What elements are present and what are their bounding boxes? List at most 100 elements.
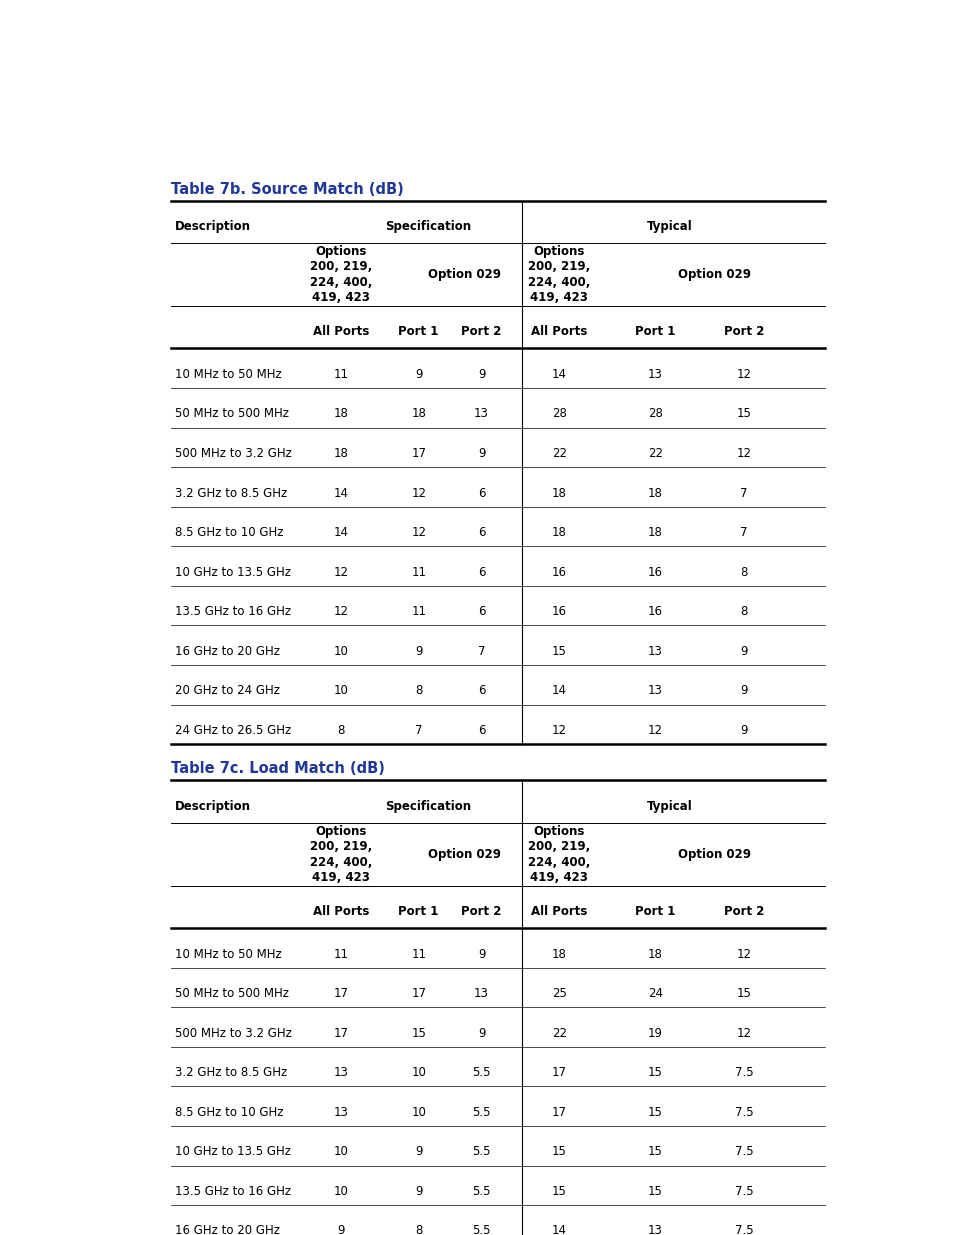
Text: 13: 13 xyxy=(334,1105,348,1119)
Text: 11: 11 xyxy=(334,947,348,961)
Text: 28: 28 xyxy=(551,408,566,420)
Text: 18: 18 xyxy=(647,947,662,961)
Text: 16: 16 xyxy=(551,605,566,619)
Text: 10 GHz to 13.5 GHz: 10 GHz to 13.5 GHz xyxy=(174,1145,291,1158)
Text: Option 029: Option 029 xyxy=(678,847,750,861)
Text: 8.5 GHz to 10 GHz: 8.5 GHz to 10 GHz xyxy=(174,526,283,538)
Text: 15: 15 xyxy=(551,645,566,658)
Text: 18: 18 xyxy=(551,947,566,961)
Text: 7: 7 xyxy=(477,645,485,658)
Text: 500 MHz to 3.2 GHz: 500 MHz to 3.2 GHz xyxy=(174,1026,292,1040)
Text: 9: 9 xyxy=(477,368,485,380)
Text: Description: Description xyxy=(174,220,251,233)
Text: 7.5: 7.5 xyxy=(734,1184,753,1198)
Text: 16: 16 xyxy=(647,605,662,619)
Text: Options
200, 219,
224, 400,
419, 423: Options 200, 219, 224, 400, 419, 423 xyxy=(310,245,372,304)
Text: 15: 15 xyxy=(647,1066,662,1079)
Text: 15: 15 xyxy=(736,408,751,420)
Text: 10: 10 xyxy=(334,1184,348,1198)
Text: Options
200, 219,
224, 400,
419, 423: Options 200, 219, 224, 400, 419, 423 xyxy=(310,825,372,884)
Text: 50 MHz to 500 MHz: 50 MHz to 500 MHz xyxy=(174,408,289,420)
Text: 7: 7 xyxy=(415,724,422,737)
Text: 7.5: 7.5 xyxy=(734,1066,753,1079)
Text: 10: 10 xyxy=(411,1066,426,1079)
Text: Port 1: Port 1 xyxy=(635,325,675,338)
Text: Options
200, 219,
224, 400,
419, 423: Options 200, 219, 224, 400, 419, 423 xyxy=(527,245,590,304)
Text: 5.5: 5.5 xyxy=(472,1184,490,1198)
Text: 12: 12 xyxy=(411,526,426,538)
Text: 13: 13 xyxy=(474,987,489,1000)
Text: 9: 9 xyxy=(740,684,747,698)
Text: 18: 18 xyxy=(334,408,348,420)
Text: 3.2 GHz to 8.5 GHz: 3.2 GHz to 8.5 GHz xyxy=(174,487,287,499)
Text: 13: 13 xyxy=(647,645,662,658)
Text: 12: 12 xyxy=(736,447,751,459)
Text: 12: 12 xyxy=(334,605,348,619)
Text: 13: 13 xyxy=(647,368,662,380)
Text: 15: 15 xyxy=(551,1145,566,1158)
Text: 12: 12 xyxy=(411,487,426,499)
Text: Option 029: Option 029 xyxy=(678,268,750,282)
Text: 6: 6 xyxy=(477,605,485,619)
Text: Option 029: Option 029 xyxy=(428,268,501,282)
Text: 14: 14 xyxy=(551,1224,566,1235)
Text: 18: 18 xyxy=(334,447,348,459)
Text: 16 GHz to 20 GHz: 16 GHz to 20 GHz xyxy=(174,645,279,658)
Text: 17: 17 xyxy=(411,447,426,459)
Text: 10 GHz to 13.5 GHz: 10 GHz to 13.5 GHz xyxy=(174,566,291,579)
Text: 9: 9 xyxy=(477,947,485,961)
Text: All Ports: All Ports xyxy=(531,325,587,338)
Text: 22: 22 xyxy=(551,447,566,459)
Text: Typical: Typical xyxy=(646,220,692,233)
Text: 14: 14 xyxy=(551,684,566,698)
Text: 9: 9 xyxy=(415,368,422,380)
Text: 18: 18 xyxy=(551,526,566,538)
Text: 15: 15 xyxy=(551,1184,566,1198)
Text: 17: 17 xyxy=(411,987,426,1000)
Text: 11: 11 xyxy=(334,368,348,380)
Text: 16: 16 xyxy=(647,566,662,579)
Text: 500 MHz to 3.2 GHz: 500 MHz to 3.2 GHz xyxy=(174,447,292,459)
Text: 3.2 GHz to 8.5 GHz: 3.2 GHz to 8.5 GHz xyxy=(174,1066,287,1079)
Text: 10: 10 xyxy=(411,1105,426,1119)
Text: 8: 8 xyxy=(337,724,344,737)
Text: 9: 9 xyxy=(740,724,747,737)
Text: 14: 14 xyxy=(334,526,348,538)
Text: Table 7c. Load Match (dB): Table 7c. Load Match (dB) xyxy=(171,762,384,777)
Text: 6: 6 xyxy=(477,487,485,499)
Text: 17: 17 xyxy=(551,1066,566,1079)
Text: 24 GHz to 26.5 GHz: 24 GHz to 26.5 GHz xyxy=(174,724,291,737)
Text: 8.5 GHz to 10 GHz: 8.5 GHz to 10 GHz xyxy=(174,1105,283,1119)
Text: 7.5: 7.5 xyxy=(734,1105,753,1119)
Text: 15: 15 xyxy=(736,987,751,1000)
Text: 15: 15 xyxy=(411,1026,426,1040)
Text: 10: 10 xyxy=(334,645,348,658)
Text: 5.5: 5.5 xyxy=(472,1145,490,1158)
Text: 9: 9 xyxy=(337,1224,344,1235)
Text: 5.5: 5.5 xyxy=(472,1224,490,1235)
Text: Option 029: Option 029 xyxy=(428,847,501,861)
Text: 15: 15 xyxy=(647,1105,662,1119)
Text: 7.5: 7.5 xyxy=(734,1145,753,1158)
Text: 25: 25 xyxy=(551,987,566,1000)
Text: 13.5 GHz to 16 GHz: 13.5 GHz to 16 GHz xyxy=(174,605,291,619)
Text: 9: 9 xyxy=(477,447,485,459)
Text: Table 7b. Source Match (dB): Table 7b. Source Match (dB) xyxy=(171,182,403,196)
Text: 17: 17 xyxy=(334,987,348,1000)
Text: 7: 7 xyxy=(740,487,747,499)
Text: 7: 7 xyxy=(740,526,747,538)
Text: 10 MHz to 50 MHz: 10 MHz to 50 MHz xyxy=(174,947,281,961)
Text: 13: 13 xyxy=(474,408,489,420)
Text: 9: 9 xyxy=(740,645,747,658)
Text: Port 2: Port 2 xyxy=(461,905,501,918)
Text: Port 2: Port 2 xyxy=(723,905,763,918)
Text: 8: 8 xyxy=(740,605,747,619)
Text: 12: 12 xyxy=(551,724,566,737)
Text: 9: 9 xyxy=(415,1184,422,1198)
Text: 8: 8 xyxy=(740,566,747,579)
Text: 18: 18 xyxy=(647,487,662,499)
Text: 7.5: 7.5 xyxy=(734,1224,753,1235)
Text: 12: 12 xyxy=(334,566,348,579)
Text: 13: 13 xyxy=(647,1224,662,1235)
Text: 11: 11 xyxy=(411,566,426,579)
